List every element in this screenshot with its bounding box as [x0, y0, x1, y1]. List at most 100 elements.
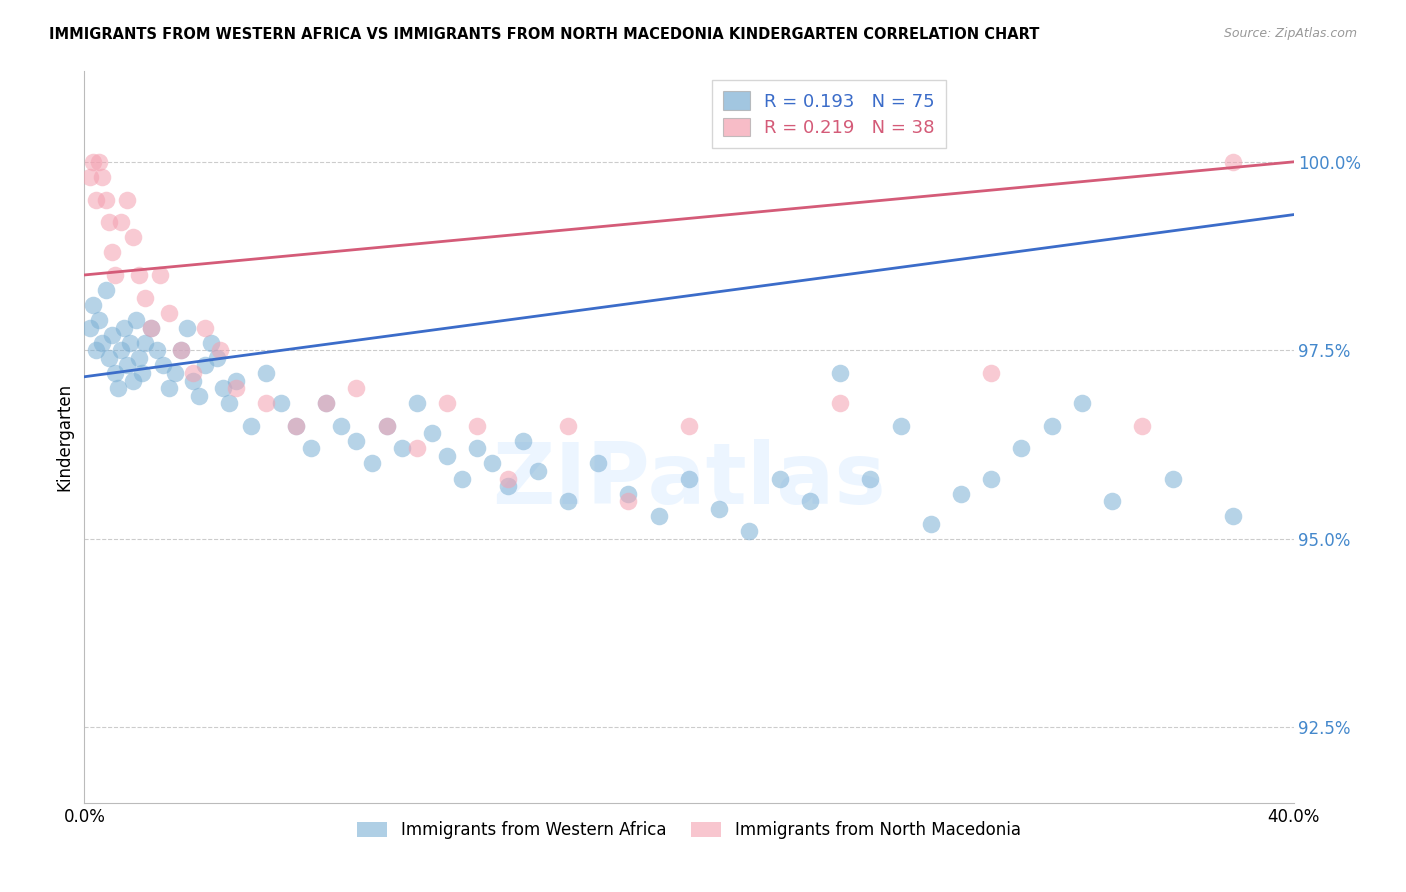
Point — [315, 396, 337, 410]
Point — [1222, 154, 1244, 169]
Point — [406, 442, 429, 456]
Point — [82, 154, 104, 169]
Point — [188, 389, 211, 403]
Point — [181, 366, 204, 380]
Point — [225, 381, 247, 395]
Point — [315, 396, 337, 410]
Point — [406, 396, 429, 410]
Point — [107, 381, 129, 395]
Point — [557, 418, 579, 433]
Point — [200, 335, 222, 350]
Text: Source: ZipAtlas.com: Source: ZipAtlas.com — [1223, 27, 1357, 40]
Point — [980, 366, 1002, 380]
Point — [980, 471, 1002, 485]
Point — [157, 381, 180, 395]
Point — [617, 494, 640, 508]
Point — [588, 457, 610, 471]
Point — [1222, 509, 1244, 524]
Point — [125, 313, 148, 327]
Point — [212, 381, 235, 395]
Point — [830, 396, 852, 410]
Point — [557, 494, 579, 508]
Point — [104, 366, 127, 380]
Point — [170, 343, 193, 358]
Point — [110, 343, 132, 358]
Point — [859, 471, 882, 485]
Point — [1011, 442, 1033, 456]
Point — [617, 486, 640, 500]
Point — [100, 328, 122, 343]
Point — [218, 396, 240, 410]
Point — [239, 418, 262, 433]
Point — [1101, 494, 1123, 508]
Point — [128, 268, 150, 282]
Point — [170, 343, 193, 358]
Point — [79, 320, 101, 334]
Point — [830, 366, 852, 380]
Point — [890, 418, 912, 433]
Point — [285, 418, 308, 433]
Point — [100, 245, 122, 260]
Text: IMMIGRANTS FROM WESTERN AFRICA VS IMMIGRANTS FROM NORTH MACEDONIA KINDERGARTEN C: IMMIGRANTS FROM WESTERN AFRICA VS IMMIGR… — [49, 27, 1039, 42]
Point — [97, 351, 120, 365]
Point — [496, 479, 519, 493]
Point — [91, 169, 114, 184]
Point — [121, 374, 143, 388]
Point — [89, 154, 111, 169]
Point — [194, 359, 217, 373]
Point — [481, 457, 503, 471]
Point — [131, 366, 153, 380]
Point — [920, 516, 942, 531]
Point — [678, 418, 700, 433]
Point — [420, 426, 443, 441]
Point — [91, 335, 114, 350]
Point — [330, 418, 353, 433]
Point — [115, 359, 138, 373]
Point — [527, 464, 550, 478]
Point — [346, 434, 368, 448]
Point — [94, 283, 117, 297]
Point — [194, 320, 217, 334]
Point — [254, 366, 277, 380]
Point — [152, 359, 174, 373]
Point — [270, 396, 292, 410]
Point — [451, 471, 474, 485]
Point — [436, 396, 458, 410]
Point — [139, 320, 162, 334]
Point — [375, 418, 398, 433]
Point — [112, 320, 135, 334]
Point — [128, 351, 150, 365]
Point — [134, 291, 156, 305]
Point — [110, 215, 132, 229]
Point — [121, 230, 143, 244]
Point — [82, 298, 104, 312]
Point — [496, 471, 519, 485]
Point — [225, 374, 247, 388]
Point — [950, 486, 973, 500]
Point — [375, 418, 398, 433]
Point — [79, 169, 101, 184]
Text: ZIPatlas: ZIPatlas — [492, 440, 886, 523]
Point — [89, 313, 111, 327]
Point — [512, 434, 534, 448]
Point — [769, 471, 792, 485]
Point — [648, 509, 671, 524]
Point — [467, 418, 489, 433]
Point — [118, 335, 141, 350]
Point — [149, 268, 172, 282]
Point — [157, 306, 180, 320]
Point — [181, 374, 204, 388]
Point — [285, 418, 308, 433]
Point — [139, 320, 162, 334]
Point — [346, 381, 368, 395]
Point — [115, 193, 138, 207]
Point — [467, 442, 489, 456]
Point — [299, 442, 322, 456]
Y-axis label: Kindergarten: Kindergarten — [55, 383, 73, 491]
Point — [86, 193, 108, 207]
Point — [391, 442, 413, 456]
Point — [207, 351, 229, 365]
Point — [94, 193, 117, 207]
Point — [209, 343, 232, 358]
Point — [799, 494, 821, 508]
